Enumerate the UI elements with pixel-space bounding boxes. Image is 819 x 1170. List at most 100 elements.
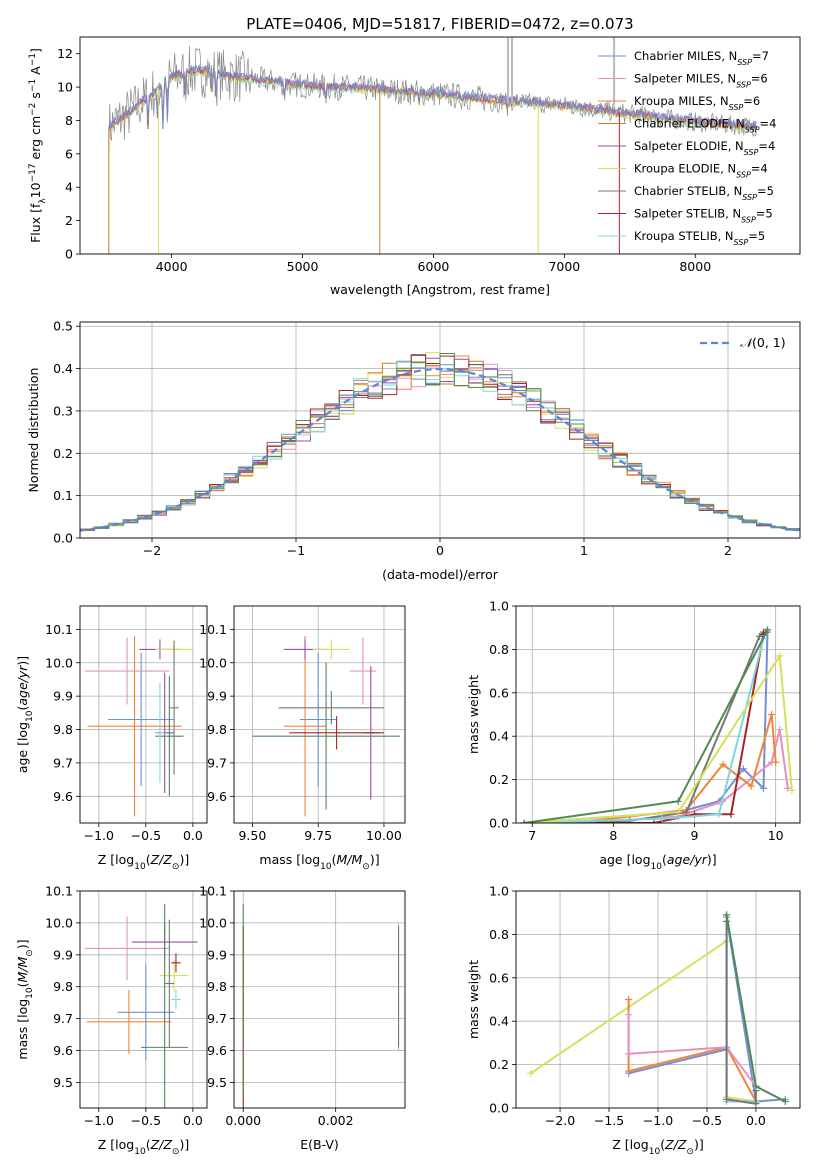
weight-point-marker xyxy=(768,711,776,718)
weight-point-marker xyxy=(625,1011,633,1019)
y-tick-label: 9.5 xyxy=(53,1075,73,1090)
plots-layer: 4000 5000 6000 7000 8000024681012wavelength … xyxy=(15,36,801,1157)
axes-frame xyxy=(233,605,406,824)
x-tick-label: −1.0 xyxy=(643,1113,673,1128)
y-axis-label: age [log10(age/yr)] xyxy=(15,656,35,773)
x-tick-label: 0.0 xyxy=(746,1113,766,1128)
y-tick-label: 9.5 xyxy=(207,1075,227,1090)
x-tick-label: −1.0 xyxy=(84,1113,114,1128)
weight-point-marker xyxy=(625,1067,633,1075)
page-title: PLATE=0406, MJD=51817, FIBERID=0472, z=0… xyxy=(246,15,633,33)
axes-frame xyxy=(79,605,208,824)
y-tick-label: 6 xyxy=(65,146,73,161)
x-tick-label: 4000 xyxy=(156,259,188,274)
y-tick-label: 12 xyxy=(57,46,73,61)
y-axis-label: mass weight xyxy=(466,960,481,1039)
y-axis-label: mass [log10(M/M⊙)] xyxy=(15,939,35,1059)
weight-point-marker xyxy=(650,819,658,823)
x-tick-label: 9.75 xyxy=(304,828,332,843)
y-axis-label: Normed distribution xyxy=(26,368,41,493)
weight-series-line xyxy=(524,631,765,823)
x-axis-label: Z [log10(Z/Z⊙)] xyxy=(98,1137,189,1157)
legend-entry: Kroupa ELODIE, NSSP=4 xyxy=(634,162,768,180)
y-tick-label: 10.0 xyxy=(45,655,73,670)
mass_vs_ebv-panel: 0.000 0.002 9.5 9.6 9.7 9.8 9.9 10.0 10.1 E(B-V) xyxy=(199,884,406,1152)
y-tick-label: 9.8 xyxy=(53,979,73,994)
weight-point-marker xyxy=(658,815,666,823)
axes-frame xyxy=(79,890,208,1109)
weight-point-marker xyxy=(784,784,792,792)
y-tick-label: 9.7 xyxy=(207,1011,227,1026)
y-tick-label: 0.3 xyxy=(53,403,73,418)
age_vs_z-marks xyxy=(84,636,193,817)
x-tick-label: 8000 xyxy=(679,259,711,274)
legend-entry: Salpeter STELIB, NSSP=5 xyxy=(634,207,773,225)
axes-frame xyxy=(515,890,801,1109)
legend-entry: Salpeter MILES, NSSP=6 xyxy=(634,72,768,90)
y-tick-label: 0.6 xyxy=(489,970,509,985)
y-tick-label: 0.2 xyxy=(489,772,509,787)
y-tick-label: 9.6 xyxy=(53,789,73,804)
weight-point-marker xyxy=(776,726,784,734)
weight-point-marker xyxy=(527,1069,535,1077)
x-tick-label: 5000 xyxy=(287,259,319,274)
y-tick-label: 0.0 xyxy=(489,1101,509,1116)
y-tick-label: 0.6 xyxy=(489,685,509,700)
legend-entry: 𝒩(0, 1) xyxy=(740,335,786,350)
weight-point-marker xyxy=(752,1082,760,1090)
y-tick-label: 0 xyxy=(65,247,73,262)
y-tick-label: 9.9 xyxy=(207,689,227,704)
weight-point-marker xyxy=(715,810,723,818)
age_vs_mass-marks xyxy=(252,636,400,817)
y-tick-label: 0.0 xyxy=(489,816,509,831)
y-tick-label: 4 xyxy=(65,180,73,195)
weight-point-marker xyxy=(682,808,690,816)
x-tick-label: 7 xyxy=(528,828,536,843)
y-tick-label: 9.6 xyxy=(207,789,227,804)
axes-frame xyxy=(515,605,801,824)
x-tick-label: 0.0 xyxy=(183,828,203,843)
weight-point-marker xyxy=(625,1050,633,1058)
weight-point-marker xyxy=(719,760,727,768)
y-axis-label: Flux [fλ10−17 erg cm−2 s−1 A−1] xyxy=(28,48,48,243)
x-tick-label: 0 xyxy=(436,543,444,558)
x-tick-label: 10.00 xyxy=(366,828,402,843)
x-tick-label: 2 xyxy=(724,543,732,558)
x-axis-label: age [log10(age/yr)] xyxy=(599,852,716,872)
weight-point-marker xyxy=(739,765,747,773)
weight-point-marker xyxy=(674,808,682,816)
y-tick-label: 0.4 xyxy=(489,1014,509,1029)
weight-point-marker xyxy=(764,626,772,634)
mass_vs_z-marks xyxy=(84,903,198,1108)
weight-point-marker xyxy=(674,797,682,805)
weight-point-marker xyxy=(788,786,796,794)
x-tick-label: 10 xyxy=(768,828,784,843)
x-axis-label: (data-model)/error xyxy=(382,567,499,582)
y-tick-label: 10.1 xyxy=(199,884,227,899)
x-tick-label: −1 xyxy=(287,543,305,558)
axes-frame xyxy=(79,36,801,255)
y-tick-label: 9.8 xyxy=(53,722,73,737)
weight-point-marker xyxy=(781,1097,789,1105)
spectrum-marks xyxy=(108,37,758,254)
x-tick-label: 0.002 xyxy=(318,1113,354,1128)
weight-point-marker xyxy=(723,911,731,919)
y-tick-label: 9.9 xyxy=(53,947,73,962)
x-tick-label: −1.5 xyxy=(594,1113,624,1128)
y-tick-label: 0.4 xyxy=(53,361,73,376)
y-tick-label: 9.9 xyxy=(53,689,73,704)
y-tick-label: 9.7 xyxy=(53,1011,73,1026)
weight-series-line xyxy=(725,921,757,1105)
y-tick-label: 1.0 xyxy=(489,884,509,899)
weight_vs_age-panel: 7 8 9 10 0.0 0.2 0.4 0.6 0.8 1.0 age [log10(age/yr… xyxy=(466,599,801,872)
weight-point-marker xyxy=(755,632,763,640)
x-axis-label: Z [log10(Z/Z⊙)] xyxy=(98,852,189,872)
mass_vs_ebv-marks xyxy=(242,903,400,1108)
y-tick-label: 9.8 xyxy=(207,979,227,994)
y-tick-label: 0.4 xyxy=(489,729,509,744)
weight_vs_age-marks xyxy=(520,626,796,823)
y-tick-label: 10.0 xyxy=(199,915,227,930)
y-tick-label: 9.8 xyxy=(207,722,227,737)
y-tick-label: 9.6 xyxy=(53,1043,73,1058)
